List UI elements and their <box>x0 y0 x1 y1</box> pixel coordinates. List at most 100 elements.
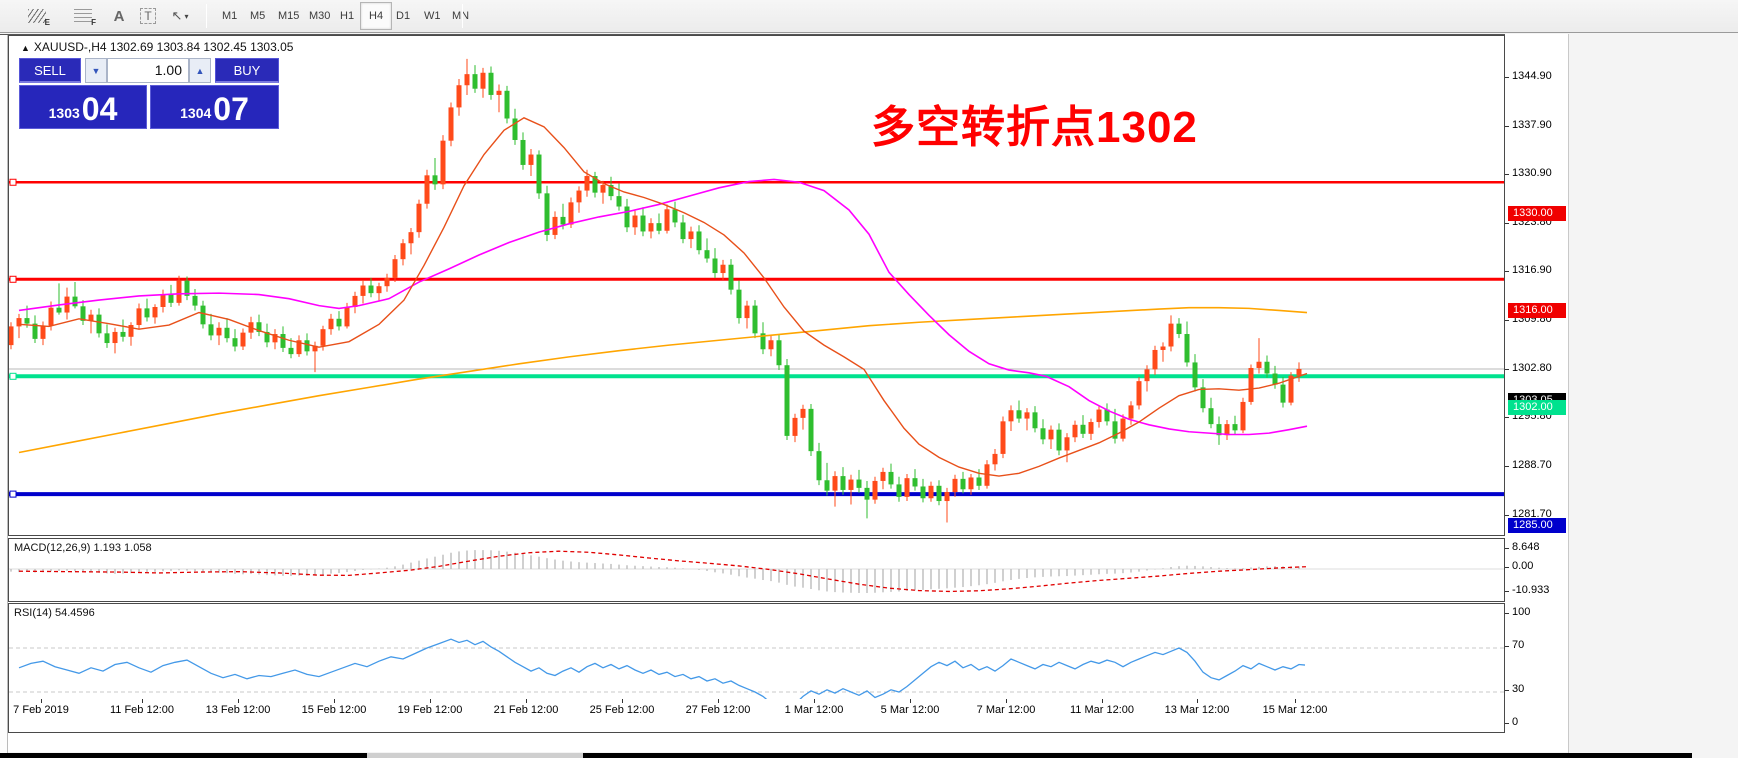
axis-tick <box>1505 77 1509 78</box>
candlestick-chart <box>9 58 1504 523</box>
volume-input[interactable]: 1.00 <box>107 58 189 83</box>
ma-slow-line <box>18 306 1308 454</box>
sell-price-small: 1303 <box>48 105 80 121</box>
timeframe-button-d1[interactable]: D1 <box>396 10 411 22</box>
time-axis[interactable]: 7 Feb 2019 11 Feb 12:00 13 Feb 12:00 15 Feb… <box>8 699 1505 720</box>
volume-decrease-button[interactable]: ▼ <box>85 58 107 83</box>
symbol-header: ▲ XAUUSD-,H4 1302.69 1303.84 1302.45 1303… <box>21 40 293 54</box>
ma-fast-line <box>18 117 1308 477</box>
timeframe-button-m15[interactable]: M15 <box>278 10 300 22</box>
time-axis-label: 25 Feb 12:00 <box>589 704 655 716</box>
macd-chart <box>9 550 1504 593</box>
sell-button[interactable]: SELL <box>19 58 81 83</box>
axis-tick <box>1505 591 1509 593</box>
equidistant-channel-icon[interactable]: E <box>24 5 50 27</box>
time-axis-label: 11 Feb 12:00 <box>109 704 175 716</box>
sell-price-big: 04 <box>81 91 118 127</box>
timeframe-button-m5[interactable]: M5 <box>250 10 266 22</box>
axis-tick <box>1505 271 1509 273</box>
toolbar-separator <box>462 4 463 28</box>
timeframe-button-m30[interactable]: M30 <box>309 10 331 22</box>
timeframe-button-w1[interactable]: W1 <box>424 10 441 22</box>
time-tick <box>1295 699 1296 703</box>
ma-mid-line <box>18 178 1308 436</box>
time-axis-label: 11 Mar 12:00 <box>1069 704 1135 716</box>
time-tick <box>1006 699 1007 703</box>
text-box-icon[interactable]: T <box>135 5 161 27</box>
timeframe-button-mn[interactable]: MN <box>452 10 470 22</box>
time-axis-label: 13 Feb 12:00 <box>205 704 271 716</box>
bottom-bar-segment <box>367 753 583 758</box>
price-tag-1330.00: 1330.00 <box>1508 206 1566 222</box>
axis-tick <box>1505 723 1509 724</box>
rsi-axis-label: 100 <box>1512 606 1531 618</box>
timeframe-button-h4[interactable]: H4 <box>360 2 393 30</box>
price-pane: ▲ XAUUSD-,H4 1302.69 1303.84 1302.45 1303… <box>8 35 1505 536</box>
axis-tick <box>1505 320 1509 322</box>
time-tick <box>334 699 335 703</box>
one-click-trade-panel: SELL ▼ 1.00 ▲ BUY 1303 04 1304 07 <box>19 58 279 129</box>
time-axis-label: 27 Feb 12:00 <box>685 704 751 716</box>
time-axis-label: 7 Mar 12:00 <box>976 704 1036 716</box>
macd-axis-label: -10.933 <box>1512 584 1550 597</box>
time-tick <box>1197 699 1198 703</box>
time-axis-label: 5 Mar 12:00 <box>880 704 940 716</box>
price-axis-label: 1302.80 <box>1512 361 1552 374</box>
price-tag-1302.00: 1302.00 <box>1508 400 1566 416</box>
text-label-icon[interactable]: A <box>113 7 125 25</box>
time-tick <box>622 699 623 703</box>
candles <box>9 58 1302 523</box>
time-tick <box>1102 699 1103 703</box>
rsi-axis-label: 30 <box>1512 683 1525 695</box>
rsi-axis-label: 0 <box>1512 716 1519 728</box>
axis-tick <box>1505 613 1509 614</box>
macd-signal-line <box>18 550 1308 593</box>
price-axis-label: 1288.70 <box>1512 459 1552 472</box>
macd-label: MACD(12,26,9) 1.193 1.058 <box>14 542 152 554</box>
toolbar-separator <box>206 4 207 28</box>
fibonacci-icon[interactable]: F <box>70 5 96 27</box>
price-axis-label: 1344.90 <box>1512 70 1552 82</box>
toolbar: E F A T ↖ ▾ M1 M5 M15 M30 H1 H4 D1 W1 MN <box>0 0 1738 33</box>
price-tag-1316.00: 1316.00 <box>1508 303 1566 319</box>
level-lines[interactable] <box>9 178 1504 498</box>
macd-pane: MACD(12,26,9) 1.193 1.058 <box>8 538 1505 602</box>
axis-tick <box>1505 690 1509 691</box>
arrows-icon[interactable]: ↖ ▾ <box>171 8 189 23</box>
time-axis-label: 7 Feb 2019 <box>13 704 69 716</box>
rsi-axis-label: 70 <box>1512 639 1525 651</box>
buy-price-small: 1304 <box>180 105 212 121</box>
price-axis-label: 1337.90 <box>1512 118 1552 131</box>
time-tick <box>238 699 239 703</box>
sell-price-quote[interactable]: 1303 04 <box>19 85 147 129</box>
time-tick <box>142 699 143 703</box>
macd-axis-label: 8.648 <box>1512 540 1540 553</box>
workspace-background <box>1568 34 1738 758</box>
axis-tick <box>1505 646 1509 647</box>
axis-tick <box>1505 547 1509 549</box>
timeframe-button-m1[interactable]: M1 <box>222 10 238 22</box>
axis-tick <box>1505 514 1509 516</box>
axis-tick <box>1505 567 1509 568</box>
price-axis-label: 1316.90 <box>1512 264 1552 277</box>
axis-tick <box>1505 466 1509 468</box>
bottom-bar <box>0 753 1692 758</box>
price-axis[interactable]: 1344.90 1337.90 1330.90 1323.80 1316.90 1309.… <box>1505 34 1568 752</box>
time-tick <box>41 699 42 703</box>
time-tick <box>526 699 527 703</box>
axis-tick <box>1505 417 1509 419</box>
price-axis-label: 1330.90 <box>1512 167 1552 180</box>
buy-price-quote[interactable]: 1304 07 <box>150 85 279 129</box>
collapse-arrow-icon[interactable]: ▲ <box>21 43 30 53</box>
volume-increase-button[interactable]: ▲ <box>189 58 211 83</box>
axis-tick <box>1505 368 1509 370</box>
time-tick <box>718 699 719 703</box>
symbol-ohlc-text: XAUUSD-,H4 1302.69 1303.84 1302.45 1303.… <box>33 40 294 54</box>
timeframe-button-h1[interactable]: H1 <box>340 10 355 22</box>
macd-histogram <box>10 550 1300 593</box>
chart-annotation[interactable]: 多空转折点1302 <box>871 103 1198 152</box>
axis-tick <box>1505 125 1509 127</box>
buy-button[interactable]: BUY <box>215 58 279 83</box>
axis-tick <box>1505 223 1509 225</box>
